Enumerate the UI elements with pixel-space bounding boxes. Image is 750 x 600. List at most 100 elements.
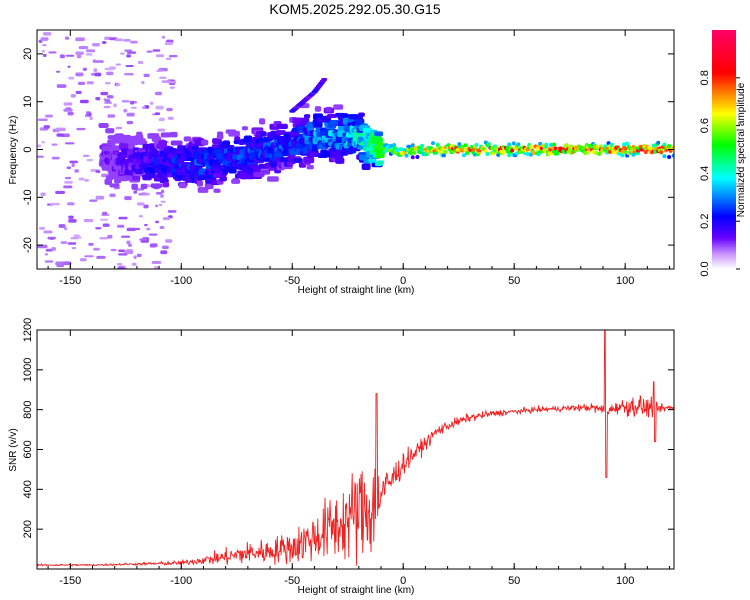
heatmap-cell [75,51,84,55]
heatmap-cell [40,192,46,197]
heatmap-cell [82,67,87,71]
heatmap-cell [68,219,77,223]
heatmap-cell [143,204,149,209]
heatmap-cell [113,178,122,184]
heatmap-cell [200,139,209,146]
heatmap-cell [95,195,105,200]
heatmap-cell [525,151,530,156]
heatmap-cell [75,90,82,94]
heatmap-cell [67,242,77,245]
heatmap-cell [64,180,73,184]
heatmap-cell [70,94,76,98]
heatmap-cell [384,148,389,153]
heatmap-cell [131,262,137,266]
heatmap-cell [376,160,385,165]
heatmap-cell [222,140,230,148]
heatmap-cell [67,111,74,116]
heatmap-cell [69,160,79,164]
heatmap-cell [259,118,266,125]
heatmap-cell [128,243,133,247]
heatmap-cell [326,113,338,118]
heatmap-cell [653,149,658,154]
heatmap-cell [333,104,344,110]
heatmap-cell [631,152,636,157]
heatmap-cell [93,68,98,73]
heatmap-cell [511,141,516,146]
heatmap-cell [169,131,178,138]
heatmap-cell [85,53,93,56]
heatmap-cell [73,234,80,238]
heatmap-cell [392,143,397,148]
heatmap-cell [598,144,603,149]
heatmap-cell [124,73,134,76]
heatmap-cell [107,114,116,118]
heatmap-cell [410,155,415,160]
heatmap-cell [662,142,667,147]
heatmap-cell [553,146,558,151]
heatmap-cell [441,153,446,158]
heatmap-cell [131,183,138,190]
heatmap-cell [104,178,113,185]
heatmap-cell [667,144,672,149]
heatmap-cell [139,238,147,241]
heatmap-cell [98,122,109,128]
heatmap-cell [505,149,510,154]
heatmap-cell [104,36,111,40]
colorbar-tick-label: 0.0 [699,261,711,276]
heatmap-cell [303,114,311,119]
heatmap-cell [56,84,67,88]
heatmap-cell [144,223,148,227]
snr-y-tick-label: 600 [22,440,34,458]
snr-x-tick-label: 100 [616,575,634,587]
heatmap-cell [507,153,512,158]
heatmap-cell [130,40,138,44]
heatmap-cell [51,143,58,146]
heatmap-cell [56,265,64,268]
heatmap-cell [371,137,383,144]
heatmap-cell [196,180,204,187]
heatmap-cell [581,145,586,150]
heatmap-cell [41,141,46,144]
heatmap-cell [102,211,108,216]
heatmap-cell [303,156,315,164]
heatmap-cell [321,78,328,82]
heatmap-cell [101,40,107,44]
heatmap-cell [159,76,167,79]
heatmap-cell [38,227,46,230]
heatmap-cell [67,65,71,68]
heatmap-cell [133,190,138,194]
heatmap-cell [162,182,170,188]
heatmap-cell [544,142,549,147]
heatmap-cell [275,130,286,135]
heatmap-cell [325,106,333,113]
heatmap-cell [86,49,96,53]
heatmap-cell [161,35,166,39]
spectrogram-y-tick-label: 10 [22,96,34,108]
heatmap-cell [538,141,543,146]
heatmap-cell [158,117,165,122]
heatmap-cell [44,253,49,256]
heatmap-cell [47,236,56,240]
heatmap-cell [155,105,164,110]
spectrogram-x-tick-label: -100 [170,275,192,287]
heatmap-cell [500,151,505,156]
heatmap-cell [126,54,131,58]
heatmap-cell [471,147,476,152]
heatmap-cell [629,147,634,152]
heatmap-cell [311,144,319,152]
heatmap-cell [514,151,519,156]
heatmap-cell [643,150,648,155]
spectrogram-y-axis-label: Frequency (Hz) [8,116,19,185]
heatmap-cell [516,142,521,147]
spectrogram-x-tick-label: 100 [616,275,634,287]
heatmap-cell [141,192,147,196]
heatmap-cell [374,131,384,137]
heatmap-cell [123,38,131,42]
heatmap-cell [620,149,625,154]
heatmap-cell [157,128,166,132]
heatmap-cell [87,112,92,117]
heatmap-cell [56,70,61,73]
heatmap-cell [58,224,66,228]
heatmap-cell [552,142,557,147]
spectrogram-y-tick-label: 0 [22,146,34,152]
